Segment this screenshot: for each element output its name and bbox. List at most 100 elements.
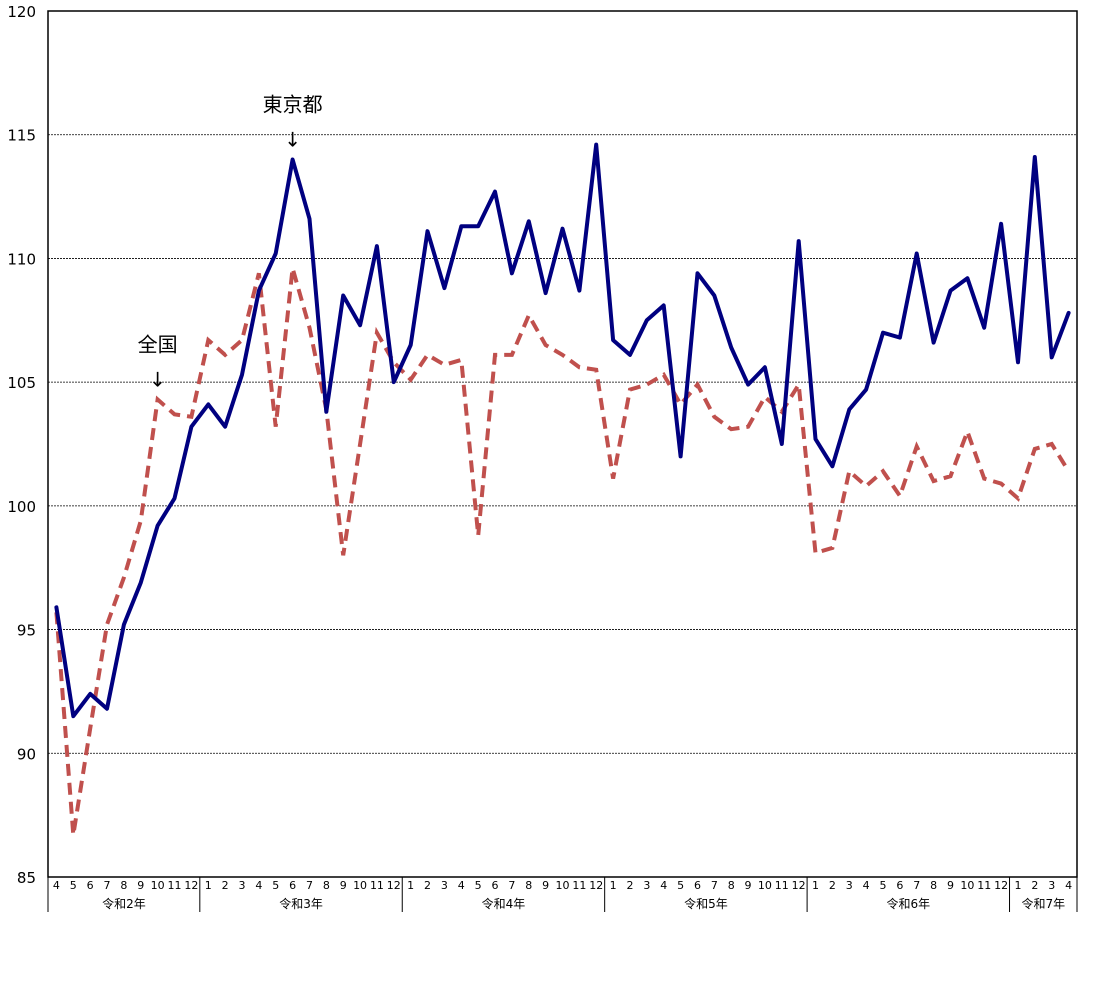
data-point: [358, 323, 362, 327]
data-point: [1033, 447, 1037, 451]
x-tick-label: 1: [205, 879, 212, 892]
x-tick-label: 9: [745, 879, 752, 892]
x-tick-label: 3: [238, 879, 245, 892]
data-point: [189, 425, 193, 429]
data-point: [561, 353, 565, 357]
x-tick-label: 4: [1065, 879, 1072, 892]
x-tick-label: 7: [508, 879, 515, 892]
y-tick-label: 120: [7, 3, 36, 21]
x-tick-label: 8: [525, 879, 532, 892]
gridlines: [48, 134, 1077, 754]
data-point: [864, 484, 868, 488]
data-point: [915, 444, 919, 448]
data-point: [392, 380, 396, 384]
x-tick-label: 2: [222, 879, 229, 892]
data-point: [358, 442, 362, 446]
series-line-tokyo: [54, 142, 1071, 719]
data-point: [71, 833, 75, 837]
year-group-label: 令和6年: [886, 896, 930, 911]
data-point: [898, 494, 902, 498]
data-point: [189, 415, 193, 419]
y-tick-label: 95: [17, 622, 36, 640]
data-point: [577, 289, 581, 293]
x-tick-label: 6: [492, 879, 499, 892]
data-point: [324, 410, 328, 414]
data-point: [257, 271, 261, 275]
data-point: [695, 271, 699, 275]
data-point: [662, 373, 666, 377]
data-point: [1033, 155, 1037, 159]
data-point: [476, 224, 480, 228]
data-point: [915, 251, 919, 255]
data-point: [814, 437, 818, 441]
y-tick-label: 110: [7, 250, 36, 268]
data-point: [510, 353, 514, 357]
data-point: [156, 397, 160, 401]
x-tick-label: 7: [913, 879, 920, 892]
series-line-national: [54, 267, 1071, 836]
x-tick-label: 1: [407, 879, 414, 892]
data-point: [932, 479, 936, 483]
x-tick-label: 5: [677, 879, 684, 892]
data-point: [544, 291, 548, 295]
x-tick-label: 10: [960, 879, 974, 892]
data-point: [426, 353, 430, 357]
data-point: [105, 623, 109, 627]
data-point: [409, 343, 413, 347]
data-point: [965, 430, 969, 434]
data-point: [864, 388, 868, 392]
x-tick-label: 9: [340, 879, 347, 892]
year-group-label: 令和7年: [1021, 896, 1065, 911]
data-point: [105, 707, 109, 711]
x-tick-label: 7: [104, 879, 111, 892]
data-point: [476, 534, 480, 538]
x-tick-label: 10: [353, 879, 367, 892]
data-point: [341, 294, 345, 298]
annotation-national-arrow: ↓: [149, 367, 166, 391]
data-point: [729, 346, 733, 350]
data-point: [830, 464, 834, 468]
data-point: [527, 219, 531, 223]
x-tick-label: 9: [542, 879, 549, 892]
x-tick-label: 9: [137, 879, 144, 892]
data-point: [71, 714, 75, 718]
data-point: [493, 353, 497, 357]
x-tick-label: 6: [896, 879, 903, 892]
data-point: [847, 407, 851, 411]
data-point: [628, 388, 632, 392]
data-point: [442, 286, 446, 290]
x-tick-label: 8: [120, 879, 127, 892]
x-tick-label: 1: [1014, 879, 1021, 892]
data-point: [628, 353, 632, 357]
data-point: [291, 266, 295, 270]
data-point: [375, 331, 379, 335]
annotation-national-label: 全国: [138, 332, 178, 356]
x-tick-label: 5: [880, 879, 887, 892]
annotations: 東京都 ↓ 全国 ↓: [138, 92, 323, 391]
data-point: [577, 365, 581, 369]
data-point: [54, 605, 58, 609]
x-tick-label: 12: [994, 879, 1008, 892]
x-tick-label: 11: [370, 879, 384, 892]
x-tick-label: 11: [168, 879, 182, 892]
data-point: [814, 551, 818, 555]
x-tick-label: 3: [1048, 879, 1055, 892]
data-point: [139, 519, 143, 523]
data-point: [611, 338, 615, 342]
x-tick-label: 5: [475, 879, 482, 892]
data-point: [257, 289, 261, 293]
data-point: [544, 343, 548, 347]
x-tick-label: 3: [846, 879, 853, 892]
x-tick-label: 10: [758, 879, 772, 892]
data-point: [459, 358, 463, 362]
data-point: [122, 576, 126, 580]
data-point: [173, 496, 177, 500]
data-point: [982, 477, 986, 481]
data-point: [223, 353, 227, 357]
x-tick-label: 5: [70, 879, 77, 892]
data-point: [594, 143, 598, 147]
y-tick-label: 100: [7, 498, 36, 516]
x-axis: 4 5 6 7 8 9 10 11 12 1 2 3 4 5 6 7 8 9 10 11 12 1 2 3 4 5 6 7 8 9 10 11…: [47, 877, 1078, 912]
x-tick-label: 2: [829, 879, 836, 892]
